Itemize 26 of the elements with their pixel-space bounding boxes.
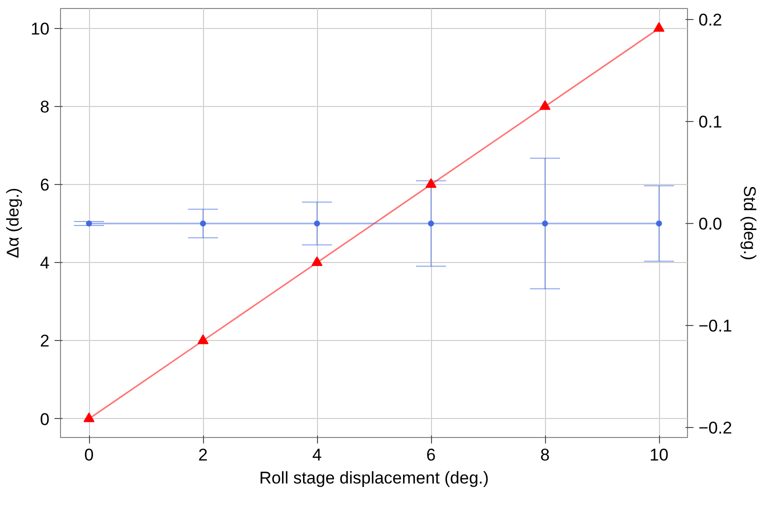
y2-tick-label: 0.2: [698, 10, 722, 30]
point: [654, 22, 664, 32]
point: [426, 178, 436, 188]
y-tick-label: 8: [40, 97, 50, 116]
point: [312, 256, 322, 266]
x-tick-label: 4: [312, 446, 322, 464]
y-axis-title: Δα (deg.): [4, 188, 23, 258]
y-tick-label: 0: [40, 410, 50, 429]
x-tick-label: 2: [198, 446, 208, 464]
x-tick-label: 10: [650, 446, 668, 464]
point: [540, 100, 550, 110]
y2-tick-label: 0.1: [698, 112, 722, 132]
point: [84, 412, 94, 422]
y-tick-label: 10: [30, 19, 50, 38]
x-tick-label: 8: [540, 446, 550, 464]
y-tick-label: 6: [40, 176, 50, 195]
y-tick-label: 4: [40, 254, 50, 273]
y2-axis-title: Std (deg.): [740, 186, 760, 260]
x-tick-label: 6: [426, 446, 436, 464]
y2-tick-label: 0.0: [698, 214, 722, 234]
point: [198, 334, 208, 344]
x-axis-title: Roll stage displacement (deg.): [259, 468, 489, 488]
y2-tick-label: −0.1: [698, 316, 732, 336]
y2-tick-label: −0.2: [698, 418, 732, 438]
x-tick-label: 0: [84, 446, 94, 464]
y-tick-label: 2: [40, 332, 50, 351]
